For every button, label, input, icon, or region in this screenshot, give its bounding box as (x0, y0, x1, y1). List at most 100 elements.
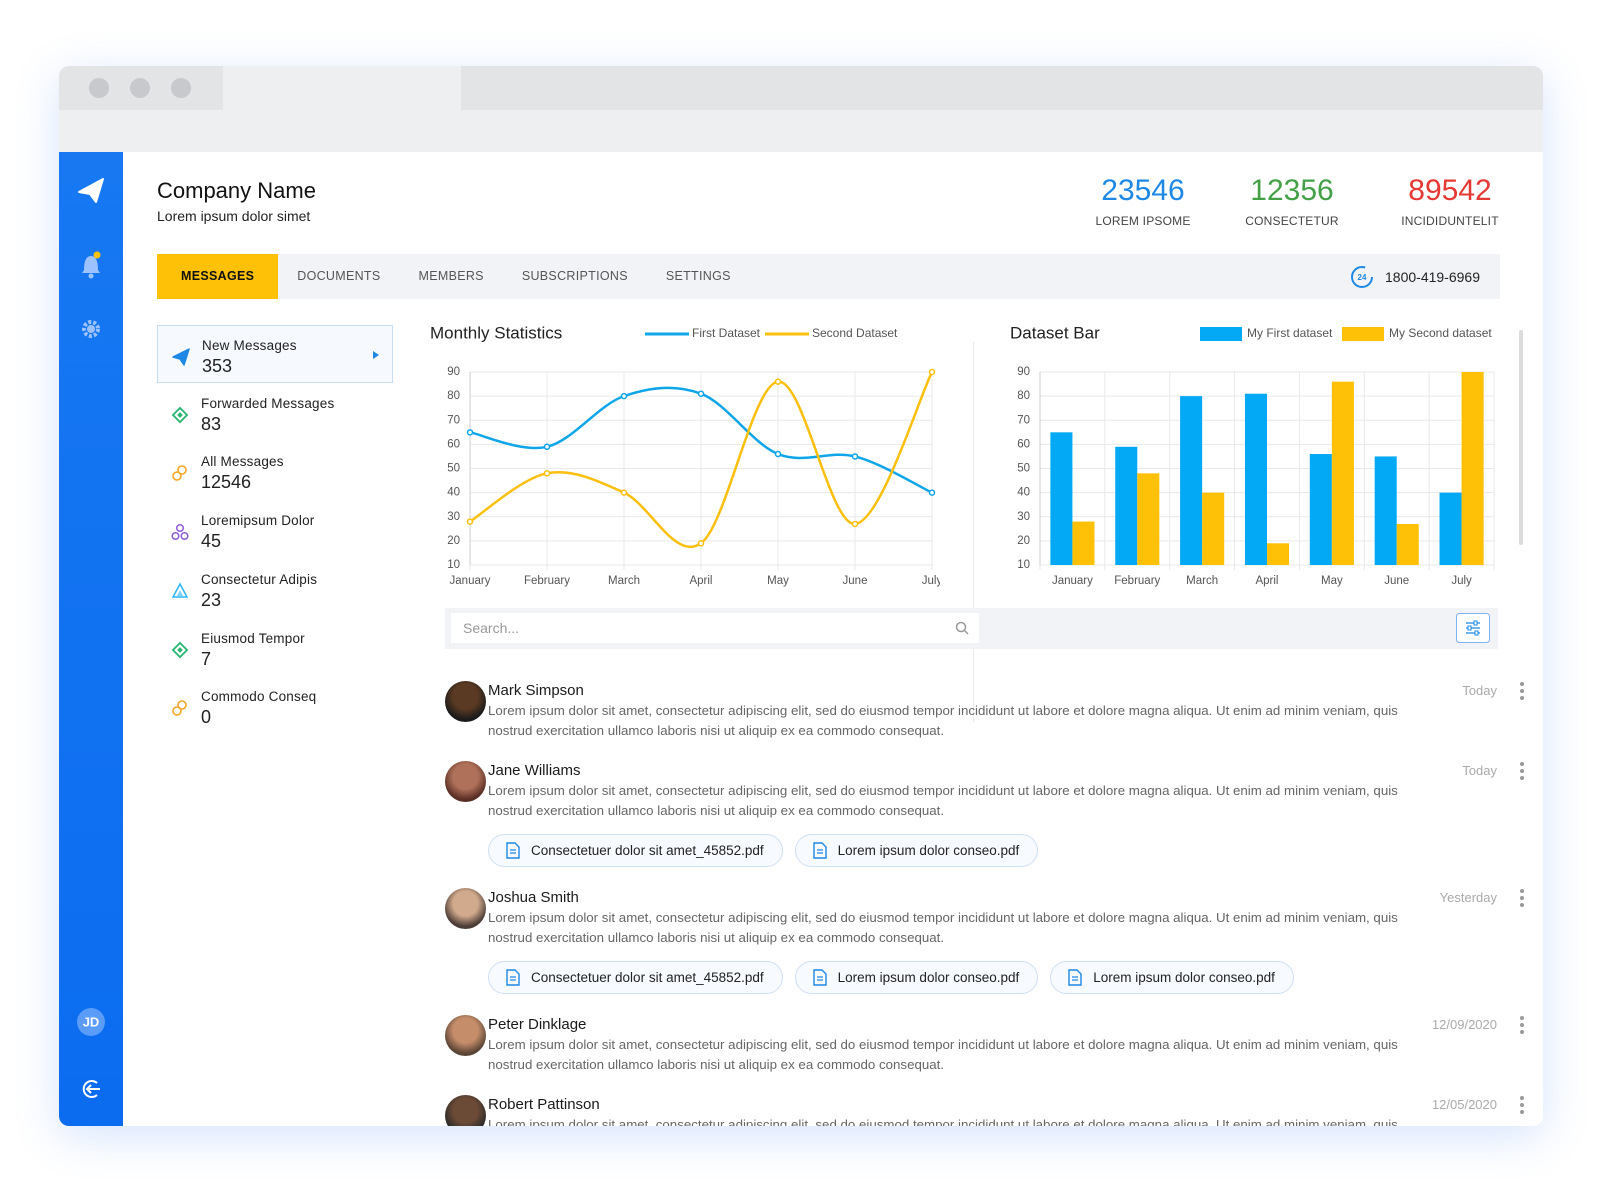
message: Peter Dinklage 12/09/2020 Lorem ipsum dolo… (445, 1015, 1524, 1074)
tab[interactable]: MEMBERS (418, 269, 484, 283)
message-date: Yesterday (1439, 890, 1497, 905)
stat-label: LOREM IPSOME (1095, 214, 1191, 228)
y-tick-label: 10 (447, 559, 460, 571)
chart: Monthly Statistics 10 20 30 40 50 60 70 80 90 Janu… (430, 323, 940, 587)
folder-item[interactable]: Commodo Conseq 0 (157, 677, 393, 735)
x-tick-label: February (1114, 575, 1160, 587)
y-tick-label: 90 (1017, 366, 1030, 378)
bell-icon[interactable] (82, 251, 101, 279)
x-tick-label: April (689, 575, 712, 587)
folder-icon (171, 406, 189, 424)
message-date: Today (1462, 683, 1497, 698)
tab-bar: MESSAGES DOCUMENTS MEMBERS SUBSCRIPTIONS SET… (157, 254, 1500, 299)
attachment-name: Consectetuer dolor sit amet_45852.pdf (531, 970, 764, 985)
more-menu[interactable] (1519, 1015, 1525, 1035)
phone-icon: 24 (1351, 265, 1374, 288)
attachment-name: Lorem ipsum dolor conseo.pdf (1093, 970, 1275, 985)
message-text: Lorem ipsum dolor sit amet, consectetur … (488, 703, 1398, 738)
tab[interactable]: SUBSCRIPTIONS (521, 269, 628, 283)
attachments: Consectetuer dolor sit amet_45852.pdf Lor… (488, 834, 1505, 867)
folder-item[interactable]: All Messages 12546 (157, 442, 393, 500)
attachment[interactable]: Lorem ipsum dolor conseo.pdf (794, 834, 1039, 867)
search-placeholder: Search... (463, 620, 520, 636)
user-avatar[interactable] (77, 1008, 105, 1036)
y-tick-label: 80 (1017, 390, 1030, 402)
folder-item[interactable]: Consectetur Adipis 23 (157, 560, 393, 618)
file-icon (812, 969, 827, 986)
more-menu[interactable] (1519, 681, 1525, 701)
line-point (928, 489, 936, 496)
message-date: 12/05/2020 (1431, 1097, 1497, 1112)
line-point (697, 390, 705, 397)
sidebar: JD (59, 152, 123, 1126)
stat: 89542 INCIDIDUNTELIT (1370, 174, 1530, 228)
attachment-name: Lorem ipsum dolor conseo.pdf (837, 843, 1020, 858)
line-point (620, 489, 628, 496)
phone-number: 1800-419-6969 (1385, 268, 1480, 285)
x-tick-label: January (450, 575, 491, 587)
folder-item[interactable]: Eiusmod Tempor 7 (157, 619, 393, 677)
message: Joshua Smith Yesterday Lorem ipsum dolor s… (445, 888, 1524, 994)
bar (1374, 456, 1397, 565)
message: Robert Pattinson 12/05/2020 Lorem ipsum do… (445, 1095, 1524, 1126)
bar (1202, 492, 1225, 565)
sender-name: Peter Dinklage (488, 1016, 587, 1033)
folder-count: 83 (201, 413, 222, 434)
scrollbar[interactable] (1519, 330, 1523, 545)
y-tick-label: 50 (1017, 463, 1030, 475)
x-tick-label: June (1384, 575, 1409, 587)
settings-icon[interactable] (82, 320, 100, 338)
tab[interactable]: SETTINGS (665, 269, 731, 283)
company-subtitle: Lorem ipsum dolor simet (157, 208, 311, 224)
message-text: Lorem ipsum dolor sit amet, consectetur … (488, 1037, 1398, 1072)
logo-icon[interactable] (78, 178, 104, 203)
file-icon (812, 842, 827, 859)
y-tick-label: 10 (1017, 559, 1030, 571)
tab[interactable]: DOCUMENTS (297, 269, 381, 283)
folder-count: 12546 (201, 472, 252, 493)
x-tick-label: May (1321, 575, 1343, 587)
filter-button[interactable] (1456, 613, 1490, 643)
bar (1137, 473, 1160, 565)
stat-label: CONSECTETUR (1245, 214, 1339, 228)
tab[interactable]: MESSAGES (157, 254, 279, 299)
chart: Dataset Bar 10 20 30 40 50 60 70 80 90 January Febr… (1010, 323, 1495, 587)
x-tick-label: June (843, 575, 868, 587)
divider (973, 342, 974, 722)
y-tick-label: 20 (447, 535, 460, 547)
message-date: 12/09/2020 (1431, 1017, 1497, 1032)
folder-icon (171, 524, 189, 541)
stat-value: 12356 (1250, 174, 1334, 207)
sender-name: Jane Williams (488, 762, 581, 779)
stat-label: INCIDIDUNTELIT (1401, 214, 1499, 228)
folder-item[interactable]: Loremipsum Dolor 45 (157, 501, 393, 559)
avatar (445, 681, 486, 722)
svg-text:24: 24 (1358, 273, 1367, 282)
chart-title: Monthly Statistics (430, 323, 562, 342)
more-menu[interactable] (1519, 1095, 1525, 1115)
attachment-name: Consectetuer dolor sit amet_45852.pdf (531, 843, 764, 858)
folder-count: 7 (201, 648, 212, 669)
file-icon (506, 842, 520, 859)
search-input[interactable]: Search... (451, 613, 979, 643)
folder-item[interactable]: New Messages 353 (157, 325, 393, 383)
stat-value: 89542 (1408, 174, 1492, 207)
attachment[interactable]: Lorem ipsum dolor conseo.pdf (1050, 961, 1294, 994)
y-tick-label: 90 (447, 366, 460, 378)
line-point (620, 392, 628, 400)
line-point (774, 450, 782, 458)
attachment[interactable]: Consectetuer dolor sit amet_45852.pdf (488, 961, 783, 994)
more-menu[interactable] (1519, 761, 1525, 781)
y-tick-label: 20 (1017, 535, 1030, 547)
bar (1180, 396, 1203, 565)
sender-name: Mark Simpson (488, 682, 584, 699)
y-tick-label: 70 (1017, 414, 1030, 426)
line-point (543, 470, 551, 477)
logout-icon[interactable] (82, 1080, 100, 1098)
attachment[interactable]: Consectetuer dolor sit amet_45852.pdf (488, 834, 783, 867)
attachment[interactable]: Lorem ipsum dolor conseo.pdf (794, 961, 1039, 994)
folder-item[interactable]: Forwarded Messages 83 (157, 384, 393, 442)
more-menu[interactable] (1519, 888, 1525, 908)
chart-title: Dataset Bar (1010, 323, 1100, 342)
sidebar-icons: JD (77, 178, 105, 1098)
